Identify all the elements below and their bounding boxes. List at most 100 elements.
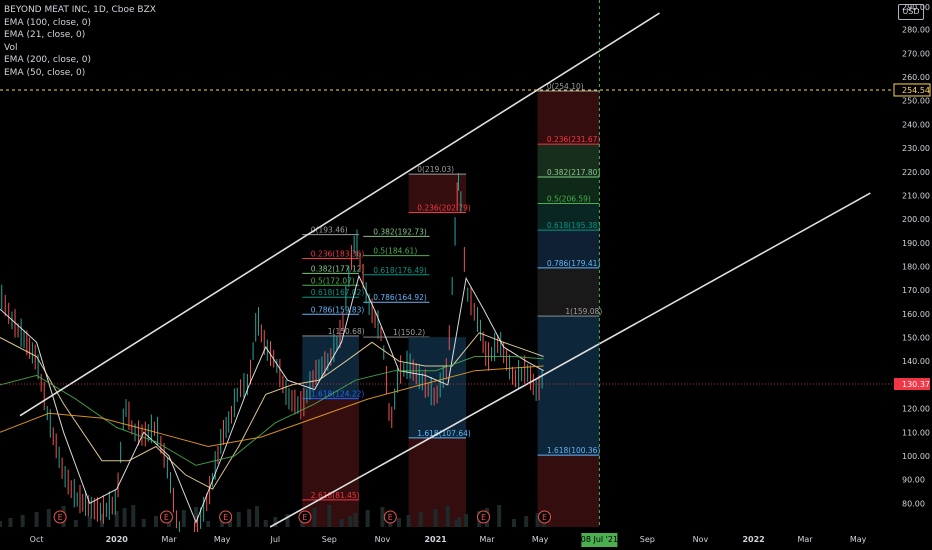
volume-bar	[406, 515, 411, 527]
fib-zone-3-band-1	[537, 144, 600, 177]
y-tick-label-13: 210.00	[902, 191, 930, 200]
fib-level-label-0-5: 0.786(159.83)	[311, 305, 365, 314]
y-tick-label-11: 190.00	[902, 239, 930, 248]
fib-level-label-3-2: 0.382(217.80)	[547, 168, 601, 177]
y-tick-label-7: 150.00	[902, 334, 930, 343]
y-tick-label-12: 200.00	[902, 215, 930, 224]
x-tick-label-6: Nov	[375, 535, 391, 544]
last-price-tag	[894, 378, 930, 391]
y-tick-label-15: 230.00	[902, 144, 930, 153]
volume-bar	[380, 507, 385, 527]
fib-level-label-2-0: 0(219.03)	[417, 165, 454, 174]
y-tick-label-2: 100.00	[902, 452, 930, 461]
volume-bar	[273, 517, 278, 527]
fib-level-label-0-3: 0.5(172.07)	[311, 276, 355, 285]
volume-bar	[365, 510, 370, 527]
fib-level-label-1-1: 0.5(184.61)	[373, 247, 417, 256]
earnings-marker-0	[53, 510, 67, 524]
fib-level-label-3-0: 0(254.10)	[547, 82, 584, 91]
volume-bar	[263, 520, 268, 527]
volume-bar	[236, 512, 241, 527]
volume-bar	[131, 505, 136, 527]
x-tick-label-1: 2020	[106, 535, 129, 544]
y-tick-label-14: 220.00	[902, 168, 930, 177]
fib-zone-3-band-6	[537, 316, 600, 456]
y-tick-label-6: 140.00	[902, 357, 930, 366]
channel-line-1	[269, 192, 871, 528]
ema-line-0	[0, 274, 544, 524]
y-tick-label-16: 240.00	[902, 120, 930, 129]
volume-bar	[454, 520, 459, 527]
volume-bar	[87, 517, 92, 527]
x-tick-label-14: Mar	[797, 535, 813, 544]
fib-base-label-1: 1(150.2)	[393, 328, 425, 337]
earnings-marker-label-0: E	[58, 513, 63, 522]
volume-bar	[397, 518, 402, 527]
volume-bar	[433, 509, 438, 527]
horizontal-line-price-tag	[893, 83, 931, 97]
volume-bar	[220, 518, 225, 527]
volume-bar	[255, 506, 260, 527]
fib-level-label-3-1: 0.236(231.67)	[547, 135, 601, 144]
earnings-marker-4	[383, 510, 397, 524]
volume-bar	[388, 521, 393, 527]
vertical-line-date-label: 08 Jul '21	[581, 535, 618, 544]
fib-level-label-0-2: 0.382(177.12)	[311, 264, 365, 273]
volume-bar	[114, 511, 119, 527]
x-tick-label-3: May	[214, 535, 231, 544]
fib-level-label-3-5: 0.786(179.41)	[547, 259, 601, 268]
volume-bar	[512, 519, 517, 527]
volume-bar	[464, 514, 469, 527]
y-tick-label-1: 90.00	[902, 476, 925, 485]
volume-bar	[99, 514, 104, 527]
fib-zone-3-band-4	[537, 230, 600, 268]
y-tick-label-9: 170.00	[902, 286, 930, 295]
earnings-marker-5	[477, 510, 491, 524]
legend-indicator-ema200[interactable]: EMA (200, close, 0)	[4, 55, 92, 66]
fib-level-label-3-6: 1.618(100.36)	[547, 446, 601, 455]
fib-level-label-0-4: 0.618(167.02)	[311, 288, 365, 297]
x-tick-label-2: Mar	[161, 535, 177, 544]
volume-bar	[46, 509, 51, 527]
vertical-line-date-tag	[581, 533, 618, 547]
x-tick-label-12: Nov	[693, 535, 709, 544]
volume-bar	[153, 516, 158, 527]
volume-bar	[73, 520, 78, 527]
legend-indicator-ema50[interactable]: EMA (50, close, 0)	[4, 67, 86, 78]
earnings-marker-label-4: E	[388, 513, 393, 522]
x-tick-label-7: 2021	[424, 535, 447, 544]
legend-indicator-ema21[interactable]: EMA (21, close, 0)	[4, 30, 86, 41]
earnings-marker-label-6: E	[542, 513, 547, 522]
fib-level-label-0-0: 0(193.46)	[311, 226, 348, 235]
x-tick-label-13: 2022	[742, 535, 764, 544]
fib-level-label-0-1: 0.236(183.36)	[311, 250, 365, 259]
legend-indicator-vol[interactable]: Vol	[4, 42, 18, 53]
x-tick-label-8: Mar	[479, 535, 495, 544]
y-tick-label-4: 120.00	[902, 405, 930, 414]
volume-bar	[497, 505, 502, 527]
fib-level-label-2-1: 0.236(202.79)	[417, 204, 471, 213]
volume-bar	[312, 508, 317, 527]
volume-bar	[0, 521, 2, 527]
legend-indicator-ema100[interactable]: EMA (100, close, 0)	[4, 17, 92, 28]
earnings-marker-3	[298, 510, 312, 524]
earnings-marker-label-1: E	[164, 513, 169, 522]
fib-level-label-1-3: 0.786(164.92)	[373, 293, 427, 302]
y-tick-label-0: 80.00	[902, 499, 925, 508]
fib-zone-2-band-0	[408, 174, 467, 213]
y-tick-label-19: 270.00	[902, 49, 930, 58]
volume-bar	[339, 519, 344, 527]
ema-line-2	[0, 356, 544, 466]
volume-bar	[181, 510, 186, 527]
fib-level-label-0-7: 2.618(81.45)	[311, 491, 360, 500]
volume-bar	[418, 512, 423, 527]
currency-button[interactable]: USD	[898, 4, 924, 20]
volume-bar	[285, 514, 290, 527]
volume-bar	[445, 506, 450, 527]
x-tick-label-4: Jul	[269, 535, 280, 544]
y-tick-label-18: 260.00	[902, 73, 930, 82]
fib-level-label-1-2: 0.618(176.49)	[373, 266, 427, 275]
volume-bar	[194, 507, 199, 527]
ema-line-1	[0, 332, 544, 490]
